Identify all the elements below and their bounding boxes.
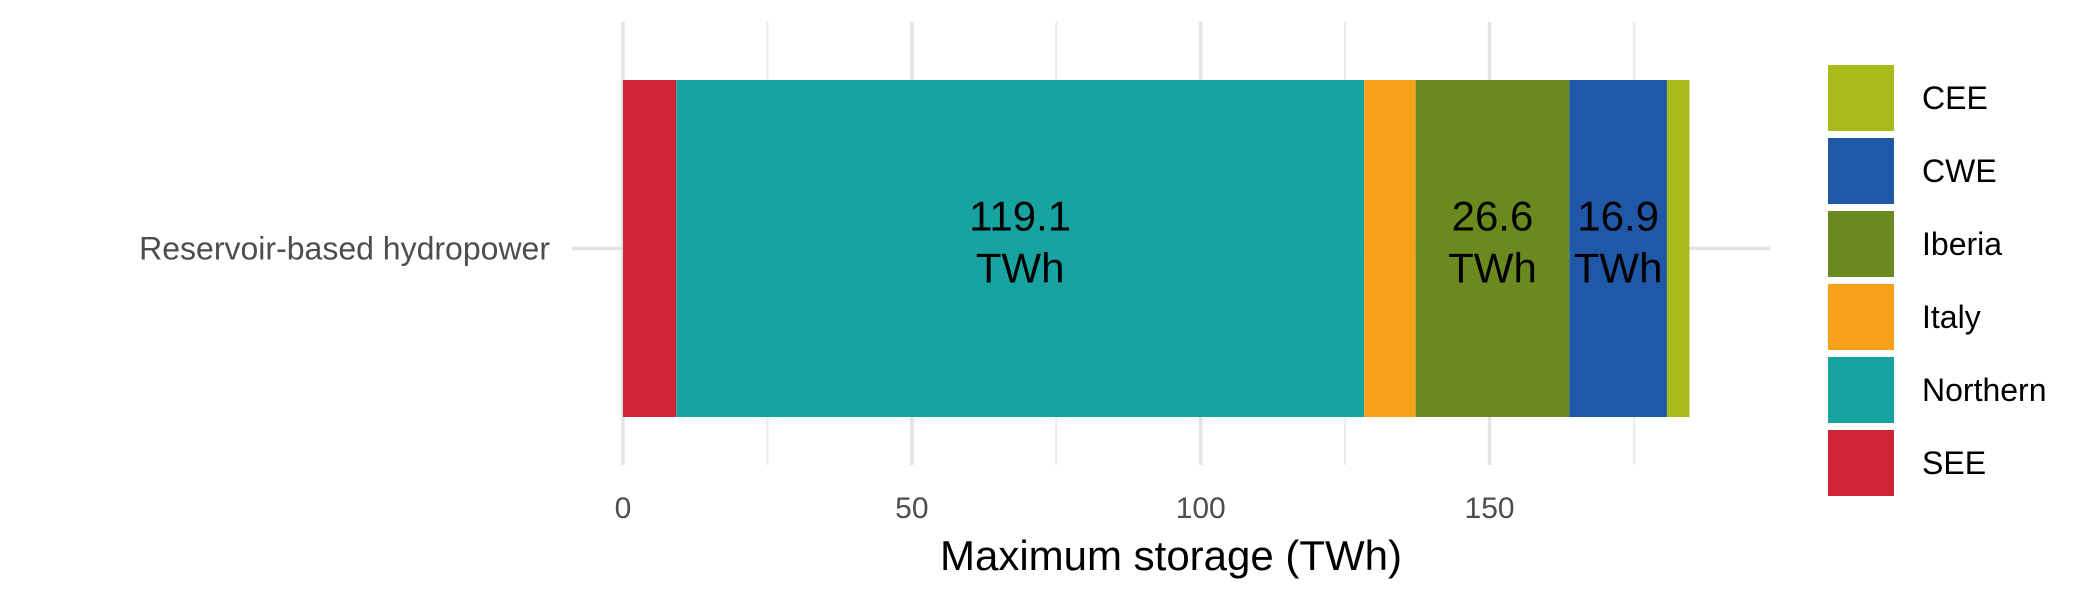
x-tick-label: 50 xyxy=(895,492,928,525)
bar-value-label-cwe: 16.9 TWh xyxy=(1574,193,1663,292)
bar-segment-see xyxy=(623,80,677,417)
legend-key-italy xyxy=(1828,284,1894,350)
bar-segment-cwe xyxy=(1569,80,1667,417)
legend-label-see: SEE xyxy=(1922,445,1986,481)
x-tick-label: 150 xyxy=(1465,492,1515,525)
legend-label-northern: Northern xyxy=(1922,372,2047,408)
legend-label-cee: CEE xyxy=(1922,80,1988,116)
bar-segment-northern xyxy=(676,80,1365,417)
x-tick-label: 100 xyxy=(1176,492,1226,525)
bar-value-label-iberia: 26.6 TWh xyxy=(1448,193,1537,292)
y-tick-label: Reservoir-based hydropower xyxy=(139,231,550,267)
legend-label-italy: Italy xyxy=(1922,299,1981,335)
bar-value-label-northern: 119.1 TWh xyxy=(969,193,1071,292)
legend-key-iberia xyxy=(1828,211,1894,277)
bar-value-label-line: 16.9 xyxy=(1577,193,1659,240)
bar-value-label-line: 119.1 xyxy=(969,193,1071,240)
bar-value-label-line: 26.6 xyxy=(1452,193,1534,240)
x-tick-label: 0 xyxy=(615,492,632,525)
bar-segment-cee xyxy=(1666,80,1690,417)
legend-key-cwe xyxy=(1828,138,1894,204)
legend-key-see xyxy=(1828,430,1894,496)
bar-segment-italy xyxy=(1364,80,1416,417)
bar-value-label-line: TWh xyxy=(1448,245,1537,292)
legend-label-cwe: CWE xyxy=(1922,153,1997,189)
bar-value-label-line: TWh xyxy=(976,245,1065,292)
legend-label-iberia: Iberia xyxy=(1922,226,2002,262)
x-axis-title: Maximum storage (TWh) xyxy=(940,532,1402,579)
legend-key-northern xyxy=(1828,357,1894,423)
bar-value-label-line: TWh xyxy=(1574,245,1663,292)
bar-segment-iberia xyxy=(1415,80,1570,417)
legend-key-cee xyxy=(1828,65,1894,131)
